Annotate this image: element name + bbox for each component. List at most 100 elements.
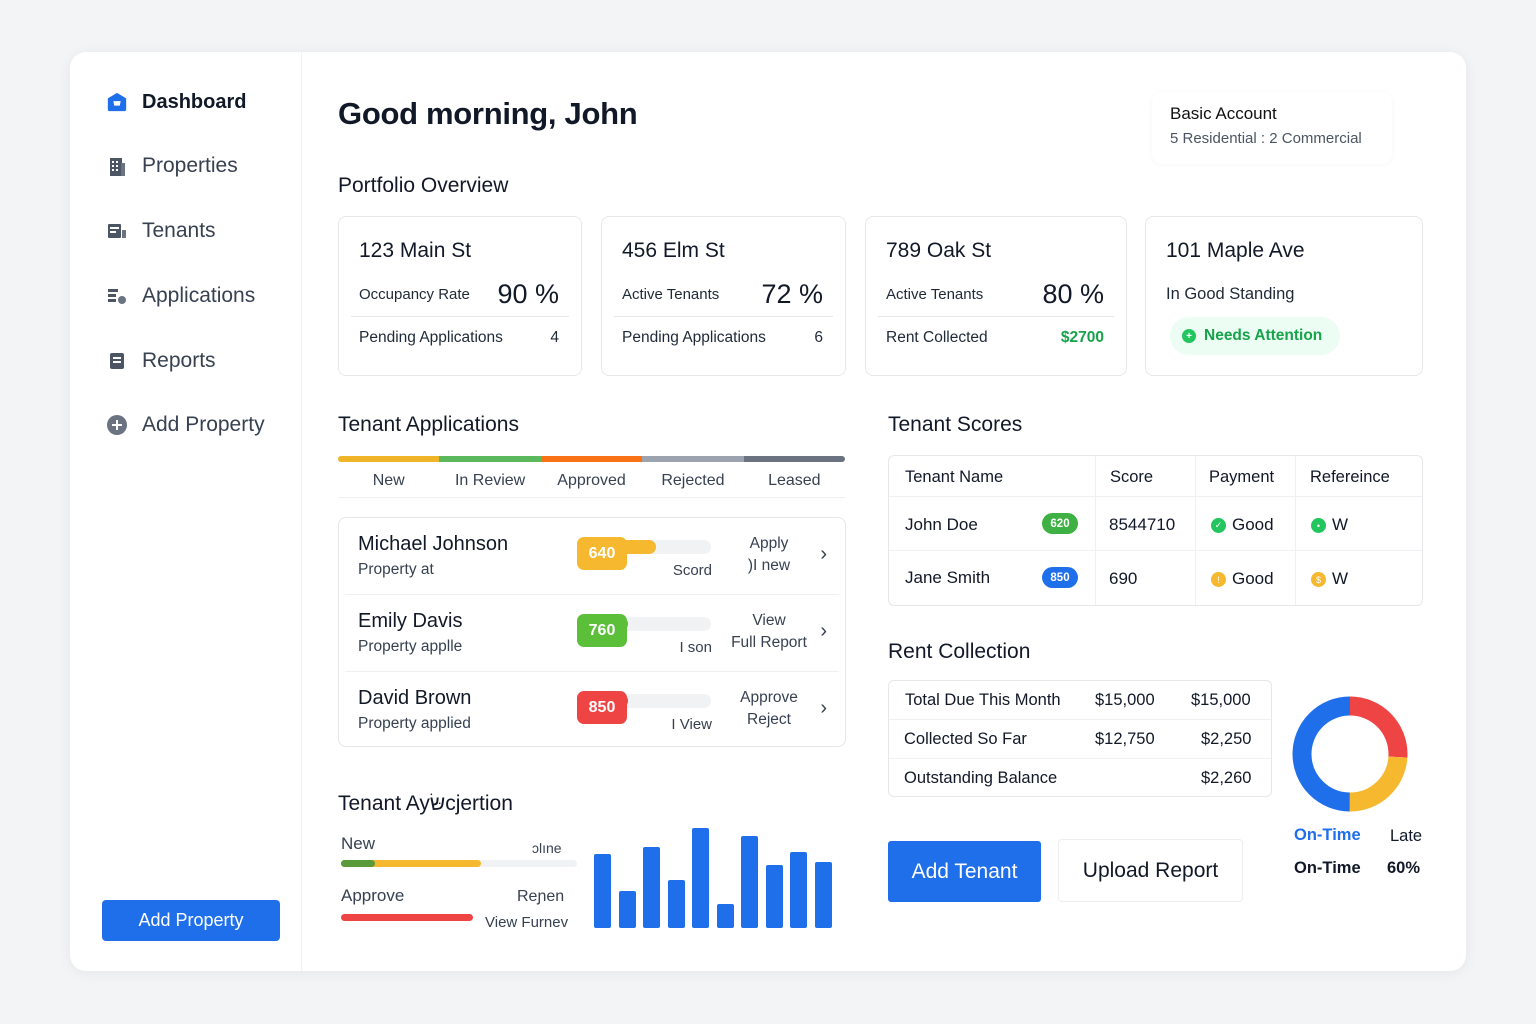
acquisition-row-value: Reɲen [517, 888, 565, 905]
tenant-name: Jane Smith [905, 568, 991, 587]
acquisition-bar [594, 854, 611, 928]
applications-list: Michael Johnson Property at 640 Scord Ap… [338, 517, 846, 747]
column-divider [1295, 456, 1296, 605]
upload-report-button[interactable]: Upload Report [1058, 839, 1243, 902]
scores-table: Tenant Name Score Payment Refereince Joh… [888, 455, 1423, 606]
sidebar-item-properties[interactable]: Properties [106, 151, 238, 181]
status-badge[interactable]: + Needs Attention [1170, 317, 1340, 355]
metric-value: 90 % [497, 278, 559, 309]
tab-in-review[interactable]: In Review [454, 472, 526, 489]
view-further-link[interactable]: View Furnev [485, 914, 569, 931]
divider [345, 594, 839, 595]
account-subtitle: 5 Residential : 2 Commercial [1170, 130, 1362, 147]
acquisition-row-value: ↄlıne [532, 840, 562, 856]
property-card[interactable]: 456 Elm St Active Tenants 72 % Pending A… [601, 216, 846, 376]
applicant-property: Property applied [358, 715, 471, 732]
acquisition-bar [765, 865, 783, 928]
property-card[interactable]: 789 Oak St Active Tenants 80 % Rent Coll… [865, 216, 1127, 376]
row-divider [889, 496, 1422, 497]
tab-leased[interactable]: Leased [768, 472, 821, 489]
sidebar-item-label: Dashboard [142, 90, 247, 113]
payment-label: Good [1232, 515, 1274, 534]
ontime-stat-value: 60% [1387, 859, 1421, 877]
pipeline-segment-1 [338, 456, 440, 462]
legend-late: Late [1390, 827, 1423, 845]
sidebar-item-tenants[interactable]: Tenants [106, 216, 216, 246]
metric-label: In Good Standing [1166, 284, 1295, 303]
donut-segment-orange [1292, 696, 1408, 812]
column-header[interactable]: Tenant Name [905, 468, 1004, 486]
row-action-link[interactable]: Apply )I new [747, 535, 791, 574]
sidebar-item-label: Tenants [142, 219, 216, 242]
row-label: Rent Collected [886, 329, 988, 346]
sidebar-item-reports[interactable]: Reports [106, 346, 216, 376]
chevron-right-icon[interactable]: › [820, 543, 827, 565]
table-row: Outstanding Balance $2,260 [889, 759, 1271, 798]
divider [878, 316, 1114, 317]
payment-status: ✓ Good [1211, 515, 1274, 535]
row-divider [889, 550, 1422, 551]
reference-label: W [1332, 569, 1349, 588]
acquisition-row-label: New [341, 834, 376, 853]
column-header[interactable]: Refereince [1310, 468, 1390, 486]
pipeline-segment-4 [642, 456, 744, 462]
list-item[interactable]: David Brown Property applied 850 I View … [339, 672, 845, 749]
applicant-property: Property at [358, 561, 434, 578]
metric-label: Occupancy Rate [359, 285, 470, 303]
applicant-property: Property applle [358, 638, 463, 655]
acquisition-bar-new [341, 860, 481, 867]
property-name: 123 Main St [359, 239, 472, 262]
rent-donut-chart [1292, 696, 1408, 812]
table-row: Total Due This Month $15,000 $15,000 [889, 681, 1271, 720]
sidebar-item-applications[interactable]: Applications [106, 281, 255, 311]
chevron-right-icon[interactable]: › [820, 620, 827, 642]
tenants-icon [106, 220, 128, 242]
score-badge: 640 [577, 537, 627, 570]
property-card[interactable]: 123 Main St Occupancy Rate 90 % Pending … [338, 216, 582, 376]
tab-rejected[interactable]: Rejected [661, 472, 725, 489]
account-summary[interactable]: Basic Account 5 Residential : 2 Commerci… [1152, 92, 1392, 164]
rent-label: Collected So Far [904, 730, 1027, 748]
acquisition-bar [667, 880, 685, 928]
property-card[interactable]: 101 Maple Ave In Good Standing + Needs A… [1145, 216, 1423, 376]
tab-approved[interactable]: Approved [557, 472, 626, 489]
sidebar: Dashboard Properties Tenants Application… [70, 52, 302, 971]
rent-collected-value: $2700 [1060, 329, 1104, 346]
acquisition-title: Tenant Ayשּׂcjertion [338, 792, 513, 815]
column-divider [1195, 456, 1196, 605]
property-name: 101 Maple Ave [1166, 239, 1305, 262]
add-tenant-button[interactable]: Add Tenant [888, 841, 1041, 902]
column-header[interactable]: Score [1110, 468, 1154, 486]
payment-label: Good [1232, 569, 1274, 588]
chevron-right-icon[interactable]: › [820, 697, 827, 719]
warning-icon: ! [1211, 572, 1226, 588]
page-title: Good morning, John [338, 96, 638, 131]
pipeline-segment-3 [540, 456, 643, 462]
rent-value: $15,000 [1191, 691, 1251, 709]
ontime-stat-label: On-Time [1294, 859, 1361, 877]
row-value: 6 [814, 329, 823, 346]
tenant-score: 8544710 [1109, 515, 1176, 534]
rent-value: $12,750 [1095, 730, 1155, 748]
acquisition-bar [643, 847, 660, 928]
plus-circle-icon [106, 414, 128, 436]
applications-title: Tenant Applications [338, 413, 519, 436]
divider [351, 316, 569, 317]
property-name: 789 Oak St [886, 239, 992, 262]
sidebar-item-dashboard[interactable]: Dashboard [106, 87, 246, 117]
donut-segment-blue [1292, 696, 1408, 812]
row-status: I son [679, 639, 712, 656]
row-action-link[interactable]: Approve Reject [740, 689, 798, 728]
tab-new[interactable]: New [372, 472, 405, 489]
pipeline-segment-2 [439, 456, 541, 462]
acquisition-bar [814, 862, 832, 928]
list-item[interactable]: Emily Davis Property applle 760 I son Vi… [339, 595, 845, 672]
add-property-button[interactable]: Add Property [102, 900, 280, 941]
row-status: Scord [672, 562, 712, 579]
metric-value: 80 % [1042, 278, 1104, 309]
list-item[interactable]: Michael Johnson Property at 640 Scord Ap… [339, 518, 845, 595]
column-header[interactable]: Payment [1209, 468, 1275, 486]
row-action-link[interactable]: View Full Report [731, 612, 807, 651]
sidebar-item-add-property[interactable]: Add Property [106, 410, 265, 440]
acquisition-bar-approve [341, 914, 473, 921]
